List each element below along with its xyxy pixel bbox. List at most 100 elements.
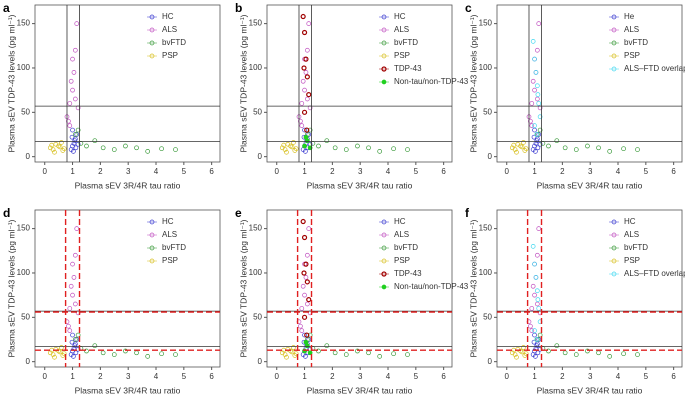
data-point [57, 349, 63, 355]
data-point [532, 123, 537, 128]
data-point [521, 140, 526, 145]
legend-label: bvFTD [394, 243, 418, 252]
legend-label: Non-tau/non-TDP-43 [394, 282, 469, 291]
data-point [59, 140, 64, 145]
x-tick-label: 6 [441, 372, 446, 381]
data-point [302, 127, 307, 133]
x-tick-label: 2 [330, 372, 335, 381]
data-point [306, 21, 312, 26]
data-point [300, 283, 306, 289]
y-tick-label: 150 [17, 19, 31, 28]
data-point [72, 96, 78, 102]
data-point [67, 306, 73, 311]
data-point [282, 352, 288, 357]
data-point [282, 147, 288, 152]
data-point [74, 132, 80, 137]
data-point [301, 109, 308, 115]
data-point [536, 132, 542, 137]
panel-label: f [465, 206, 470, 220]
data-point [299, 101, 305, 106]
legend-label: HC [162, 217, 174, 226]
data-point [532, 87, 537, 93]
data-point [134, 350, 139, 356]
data-point [302, 292, 307, 298]
legend-label: PSP [394, 256, 410, 265]
data-point [284, 354, 289, 360]
data-point [528, 118, 533, 124]
x-tick-label: 6 [209, 167, 214, 176]
data-point [292, 353, 298, 358]
data-point [74, 226, 80, 231]
data-point [536, 226, 542, 231]
data-point [71, 275, 77, 280]
data-point [585, 143, 590, 149]
legend-label: ALS [162, 230, 177, 239]
data-point [300, 13, 306, 20]
x-tick-label: 3 [358, 372, 363, 381]
data-point [324, 138, 330, 144]
data-point [52, 149, 57, 155]
data-point [521, 345, 526, 350]
data-point [304, 301, 310, 307]
data-point [69, 339, 75, 345]
data-point [307, 350, 313, 356]
x-tick-label: 5 [644, 167, 649, 176]
data-point [377, 354, 383, 359]
y-tick-label: 150 [17, 224, 31, 233]
data-point [635, 147, 640, 152]
data-point [534, 96, 540, 102]
data-point [366, 145, 371, 151]
data-point [391, 146, 396, 152]
data-point [536, 101, 542, 106]
panel-label: b [235, 1, 242, 15]
data-point [123, 143, 128, 149]
data-point [70, 332, 75, 338]
data-point [84, 348, 89, 354]
x-tick-label: 1 [532, 167, 537, 176]
data-point [303, 261, 309, 267]
data-point [514, 149, 519, 155]
data-point [304, 279, 310, 285]
data-point [303, 354, 308, 359]
data-point [306, 226, 312, 231]
data-point [546, 348, 551, 354]
data-point [533, 275, 539, 280]
data-point [299, 328, 305, 333]
data-point [535, 297, 541, 302]
data-point [596, 350, 601, 356]
data-point [173, 147, 178, 152]
y-tick-label: 0 [26, 152, 31, 161]
data-point [68, 283, 74, 289]
x-tick-label: 4 [154, 167, 159, 176]
data-point [302, 143, 307, 149]
data-point [532, 332, 537, 338]
data-point [68, 78, 74, 84]
data-point [534, 132, 540, 137]
data-point [302, 87, 307, 93]
legend-label: HC [624, 217, 636, 226]
y-tick-label: 0 [258, 357, 263, 366]
legend-label: PSP [624, 51, 640, 60]
plot-frame [496, 4, 683, 163]
legend-label: PSP [162, 51, 178, 60]
data-point [92, 343, 98, 349]
data-point [532, 127, 537, 133]
data-point [72, 343, 78, 349]
y-tick-label: 100 [17, 268, 31, 277]
data-point [66, 323, 71, 329]
data-point [284, 149, 289, 155]
data-point [343, 352, 349, 357]
data-point [289, 349, 295, 355]
data-point [534, 83, 540, 89]
plot-frame [496, 209, 683, 368]
data-point [72, 132, 78, 137]
data-point [537, 141, 543, 147]
data-point [281, 142, 287, 148]
data-point [621, 351, 626, 357]
data-point [585, 348, 590, 354]
y-tick-label: 0 [488, 357, 493, 366]
x-tick-label: 6 [671, 372, 676, 381]
x-tick-label: 4 [616, 167, 621, 176]
data-point [301, 65, 307, 71]
data-point [573, 352, 579, 357]
